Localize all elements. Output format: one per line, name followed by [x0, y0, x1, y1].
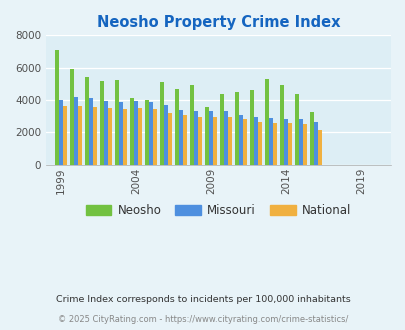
- Bar: [317, 130, 322, 165]
- Bar: [119, 102, 123, 165]
- Bar: [309, 112, 313, 165]
- Bar: [283, 119, 288, 165]
- Bar: [198, 117, 202, 165]
- Bar: [303, 124, 307, 165]
- Bar: [228, 117, 232, 165]
- Bar: [63, 106, 67, 165]
- Bar: [70, 69, 74, 165]
- Bar: [313, 122, 317, 165]
- Bar: [159, 82, 164, 165]
- Bar: [273, 123, 277, 165]
- Bar: [100, 81, 104, 165]
- Bar: [204, 107, 209, 165]
- Bar: [104, 101, 108, 165]
- Bar: [89, 98, 93, 165]
- Text: © 2025 CityRating.com - https://www.cityrating.com/crime-statistics/: © 2025 CityRating.com - https://www.city…: [58, 315, 347, 324]
- Bar: [153, 109, 157, 165]
- Text: Crime Index corresponds to incidents per 100,000 inhabitants: Crime Index corresponds to incidents per…: [55, 295, 350, 304]
- Bar: [78, 106, 82, 165]
- Bar: [288, 123, 292, 165]
- Bar: [219, 94, 223, 165]
- Bar: [134, 101, 138, 165]
- Bar: [85, 78, 89, 165]
- Bar: [174, 89, 179, 165]
- Bar: [253, 117, 258, 165]
- Bar: [138, 108, 142, 165]
- Bar: [268, 118, 273, 165]
- Bar: [279, 85, 283, 165]
- Bar: [213, 117, 217, 165]
- Bar: [93, 107, 97, 165]
- Bar: [223, 111, 228, 165]
- Bar: [264, 79, 268, 165]
- Bar: [114, 80, 119, 165]
- Bar: [129, 98, 134, 165]
- Title: Neosho Property Crime Index: Neosho Property Crime Index: [96, 15, 339, 30]
- Bar: [238, 115, 243, 165]
- Bar: [123, 109, 127, 165]
- Bar: [108, 108, 112, 165]
- Bar: [55, 50, 59, 165]
- Bar: [194, 111, 198, 165]
- Bar: [179, 110, 183, 165]
- Bar: [243, 119, 247, 165]
- Bar: [144, 100, 149, 165]
- Bar: [258, 122, 262, 165]
- Bar: [74, 97, 78, 165]
- Bar: [298, 119, 303, 165]
- Bar: [209, 111, 213, 165]
- Bar: [249, 89, 253, 165]
- Bar: [164, 105, 168, 165]
- Bar: [149, 103, 153, 165]
- Bar: [294, 94, 298, 165]
- Bar: [234, 92, 238, 165]
- Bar: [183, 115, 187, 165]
- Bar: [59, 100, 63, 165]
- Bar: [189, 85, 194, 165]
- Bar: [168, 113, 172, 165]
- Legend: Neosho, Missouri, National: Neosho, Missouri, National: [81, 199, 355, 221]
